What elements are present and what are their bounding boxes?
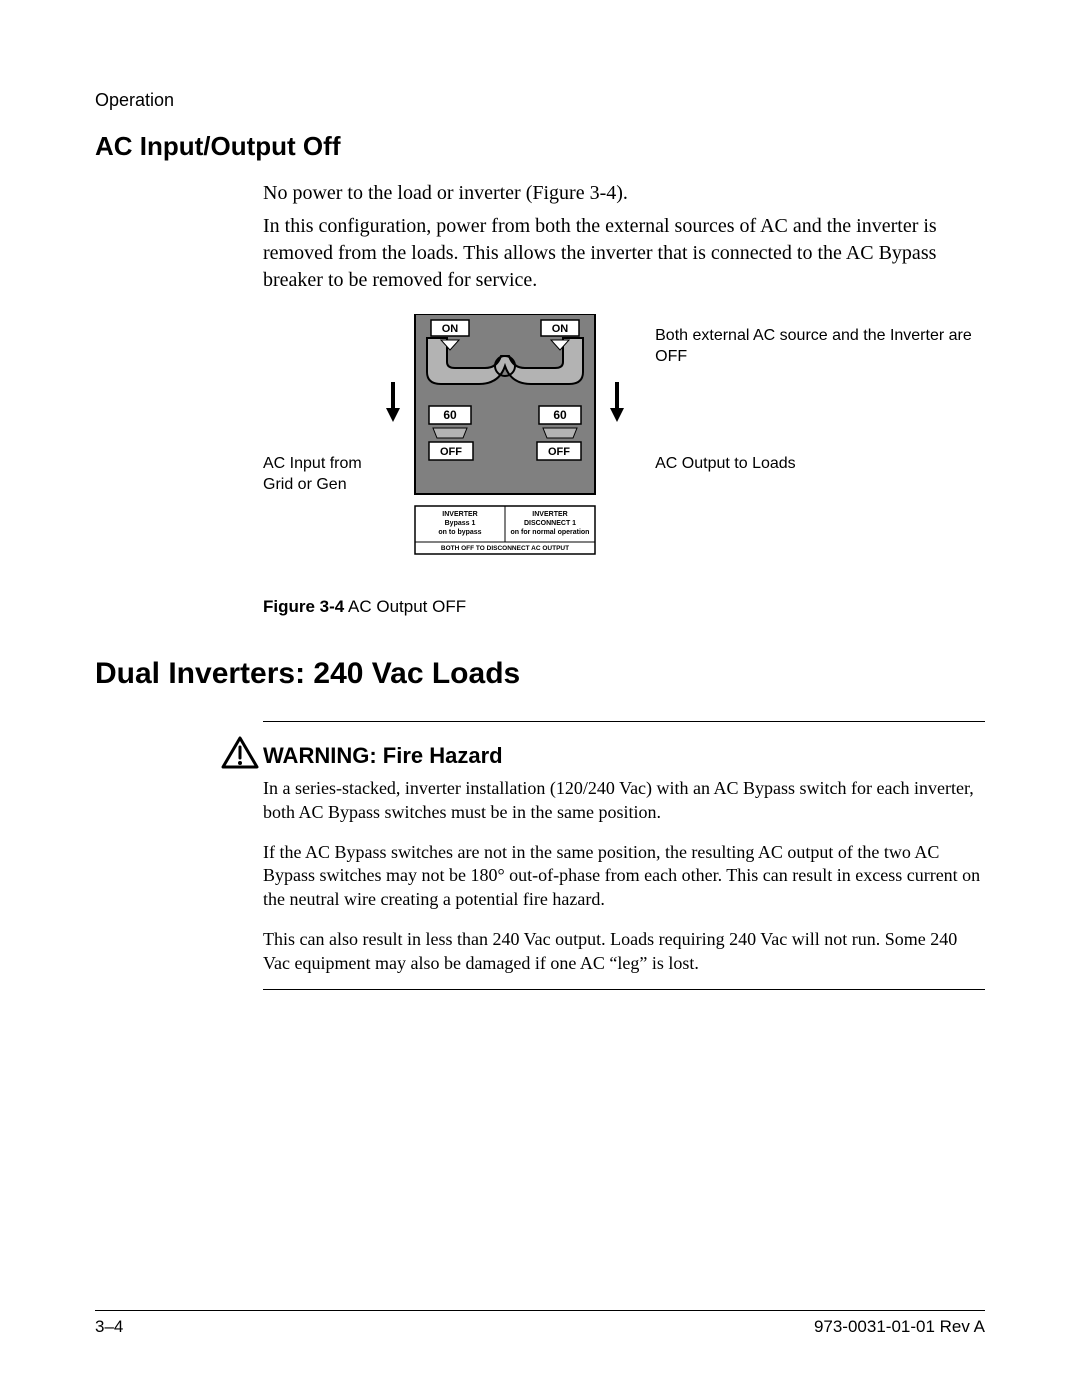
off-label: OFF [548,446,570,458]
figure-3-4: AC Input from Grid or Gen [263,314,985,617]
doc-reference: 973-0031-01-01 Rev A [814,1317,985,1337]
legend-text: on for normal operation [511,529,590,536]
body-paragraph: No power to the load or inverter (Figure… [263,180,985,207]
section-heading-dual-inverters: Dual Inverters: 240 Vac Loads [95,657,985,691]
header-section-label: Operation [95,90,985,111]
legend-text: INVERTER [532,511,567,518]
page-number: 3–4 [95,1317,123,1337]
figure-right-label-top: Both external AC source and the Inverter… [655,314,985,444]
figure-right-label-bottom: AC Output to Loads [655,444,985,475]
warning-paragraph: If the AC Bypass switches are not in the… [263,841,985,912]
document-page: Operation AC Input/Output Off No power t… [0,0,1080,1397]
page-footer: 3–4 973-0031-01-01 Rev A [95,1310,985,1337]
off-label: OFF [440,446,462,458]
figure-left-label: AC Input from Grid or Gen [263,314,375,496]
legend-text: Bypass 1 [445,520,476,527]
on-label: ON [552,323,569,335]
warning-paragraph: In a series-stacked, inverter installati… [263,777,985,825]
legend-text: on to bypass [439,529,482,536]
warning-paragraph: This can also result in less than 240 Va… [263,928,985,976]
body-paragraph: In this configuration, power from both t… [263,213,985,294]
legend-text: INVERTER [442,511,477,518]
warning-triangle-icon [221,736,259,775]
section-heading-ac-io-off: AC Input/Output Off [95,131,985,162]
warning-title: WARNING: Fire Hazard [263,743,503,769]
figure-caption-number: Figure 3-4 [263,597,344,616]
warning-block: WARNING: Fire Hazard In a series-stacked… [263,721,985,990]
breaker-diagram: ON ON 60 60 [375,314,635,579]
arrow-down-icon [610,382,624,422]
legend-footer: BOTH OFF TO DISCONNECT AC OUTPUT [441,545,569,552]
on-label: ON [442,323,459,335]
figure-caption-text: AC Output OFF [344,597,466,616]
amp-label: 60 [443,408,457,422]
arrow-down-icon [386,382,400,422]
legend-text: DISCONNECT 1 [524,520,576,527]
amp-label: 60 [553,408,567,422]
figure-caption: Figure 3-4 AC Output OFF [263,597,985,617]
